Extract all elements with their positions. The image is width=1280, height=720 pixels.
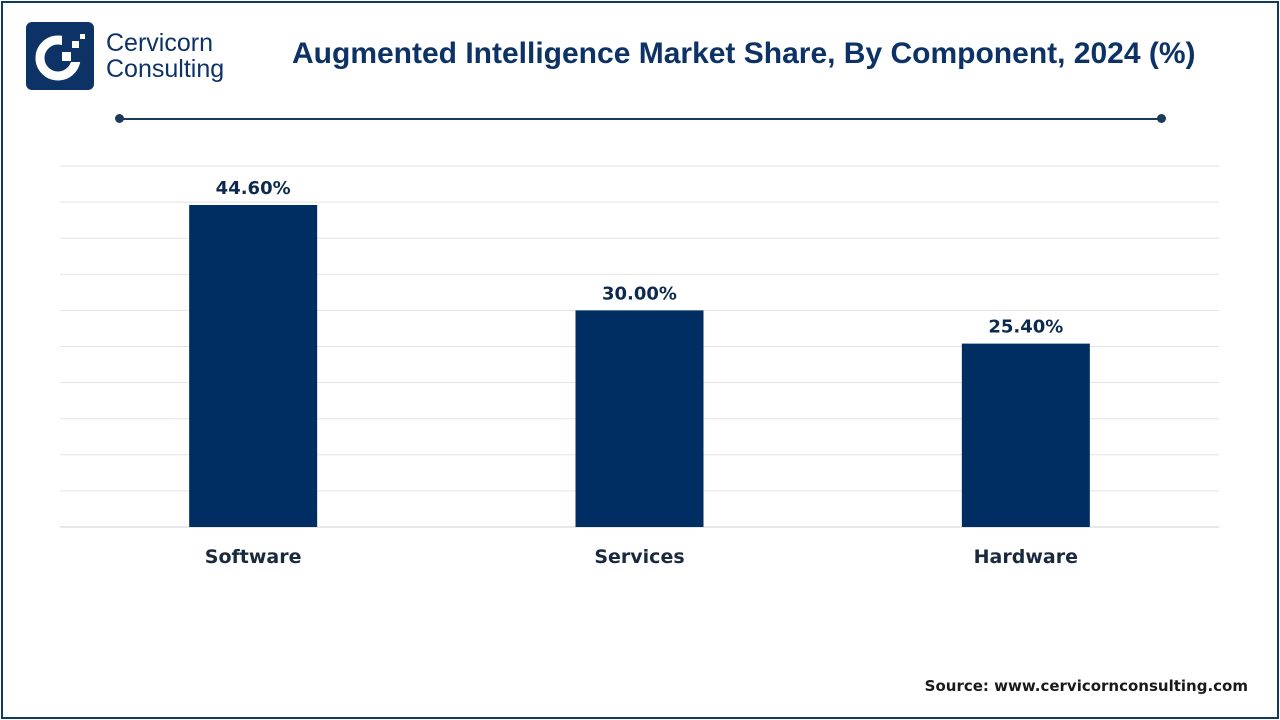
data-label-hardware: 25.40% — [988, 317, 1063, 338]
x-tick-label-services: Services — [594, 546, 684, 568]
logo-line-1: Cervicorn — [106, 29, 213, 57]
source-note: Source: www.cervicornconsulting.com — [924, 677, 1248, 695]
title-divider — [119, 118, 1162, 120]
bar-services — [575, 310, 704, 527]
bar-software — [189, 204, 318, 527]
x-tick-label-hardware: Hardware — [974, 546, 1078, 568]
logo-text: Cervicorn Consulting — [106, 30, 224, 82]
data-label-software: 44.60% — [216, 178, 291, 199]
divider-dot-left — [115, 114, 124, 123]
data-label-services: 30.00% — [602, 283, 677, 304]
bar-hardware — [961, 343, 1090, 527]
x-tick-label-software: Software — [205, 546, 302, 568]
logo-line-2: Consulting — [106, 55, 225, 83]
divider-dot-right — [1157, 114, 1166, 123]
chart-title: Augmented Intelligence Market Share, By … — [292, 37, 1196, 70]
logo-mark-icon — [26, 22, 94, 90]
company-logo: Cervicorn Consulting — [26, 22, 224, 90]
